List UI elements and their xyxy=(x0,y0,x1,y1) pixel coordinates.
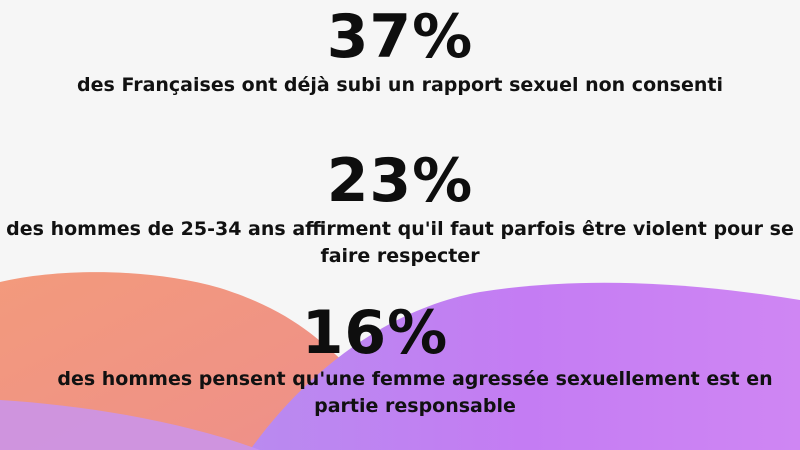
purple-wave-left xyxy=(0,400,260,450)
stat-block-2: 23% des hommes de 25-34 ans affirment qu… xyxy=(0,150,800,270)
stat-description: des Françaises ont déjà subi un rapport … xyxy=(77,74,723,96)
stat-value: 23% xyxy=(326,146,474,216)
stat-value: 16% xyxy=(301,298,449,368)
stat-block-3: 16% des hommes pensent qu'une femme agre… xyxy=(0,302,800,420)
orange-wave xyxy=(0,272,350,450)
stat-description: des hommes de 25-34 ans affirment qu'il … xyxy=(6,218,794,267)
purple-wave xyxy=(250,282,800,450)
stat-value: 37% xyxy=(326,2,474,72)
stat-description: des hommes pensent qu'une femme agressée… xyxy=(57,368,773,417)
stat-block-1: 37% des Françaises ont déjà subi un rapp… xyxy=(0,6,800,99)
